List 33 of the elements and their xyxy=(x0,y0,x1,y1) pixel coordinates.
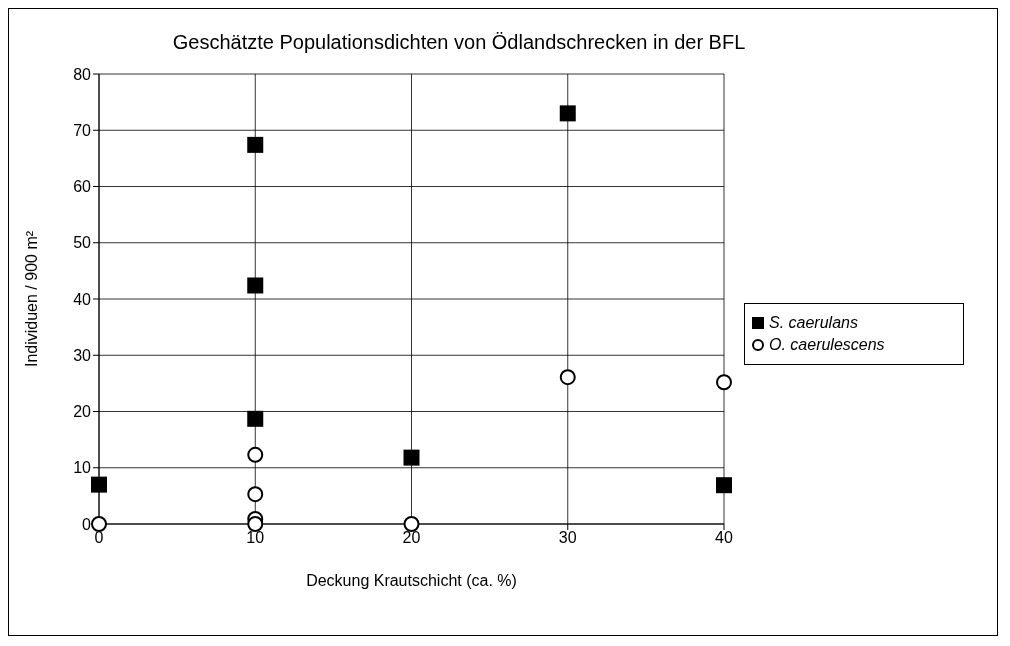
point xyxy=(247,136,264,153)
y-tick-label: 20 xyxy=(73,403,92,421)
point xyxy=(716,477,732,494)
x-axis-title: Deckung Krautschicht (ca. %) xyxy=(306,572,517,589)
x-tick-label: 30 xyxy=(558,529,577,547)
point xyxy=(91,476,107,493)
x-tick-label: 10 xyxy=(246,529,265,547)
x-tick-label: 0 xyxy=(94,529,104,547)
legend-label: S. caerulans xyxy=(769,314,858,332)
point xyxy=(559,105,576,122)
point xyxy=(247,516,264,532)
y-tick-label: 70 xyxy=(73,121,92,139)
point xyxy=(247,446,264,463)
point xyxy=(91,516,107,532)
legend-label: O. caerulescens xyxy=(769,336,885,354)
point xyxy=(716,374,732,391)
y-axis-title: Individuen / 900 m² xyxy=(22,230,40,368)
y-tick-label: 40 xyxy=(73,290,92,308)
point xyxy=(247,410,264,427)
y-tick-label: 80 xyxy=(73,65,92,83)
y-tick-label: 60 xyxy=(73,178,92,196)
y-tick-label: 10 xyxy=(73,459,92,477)
x-tick-label: 20 xyxy=(402,529,421,547)
point xyxy=(247,486,264,503)
point xyxy=(247,277,264,294)
point xyxy=(559,369,576,386)
y-tick-label: 0 xyxy=(82,515,92,533)
x-tick-label: 40 xyxy=(715,529,733,547)
chart-title: Geschätzte Populationsdichten von Ödlandschrecken in der BFL xyxy=(171,30,747,54)
point xyxy=(403,449,420,466)
point xyxy=(403,516,420,532)
y-tick-label: 30 xyxy=(73,346,92,364)
y-tick-label: 50 xyxy=(73,234,92,252)
